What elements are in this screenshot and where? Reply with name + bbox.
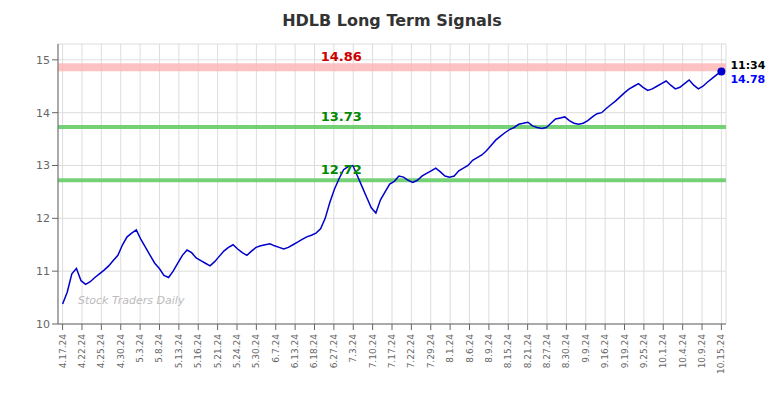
svg-text:4.22.24: 4.22.24 [77,334,87,369]
svg-text:8.6.24: 8.6.24 [465,334,475,363]
svg-text:5.3.24: 5.3.24 [135,334,145,363]
svg-text:8.30.24: 8.30.24 [561,334,571,369]
svg-text:5.30.24: 5.30.24 [251,334,261,369]
svg-text:10.4.24: 10.4.24 [678,334,688,369]
svg-text:5.8.24: 5.8.24 [154,334,164,363]
svg-text:5.24.24: 5.24.24 [232,334,242,369]
svg-text:5.16.24: 5.16.24 [193,334,203,369]
svg-text:14.78: 14.78 [730,73,765,86]
svg-text:8.27.24: 8.27.24 [542,334,552,369]
svg-text:12.72: 12.72 [321,162,362,177]
svg-text:8.15.24: 8.15.24 [503,334,513,369]
svg-text:10.9.24: 10.9.24 [697,334,707,369]
svg-text:13.73: 13.73 [321,109,362,124]
svg-text:15: 15 [36,54,50,67]
svg-text:10.1.24: 10.1.24 [658,334,668,369]
svg-text:6.18.24: 6.18.24 [309,334,319,369]
svg-text:9.16.24: 9.16.24 [600,334,610,369]
svg-text:14.86: 14.86 [321,49,362,64]
svg-text:13: 13 [36,159,50,172]
svg-text:5.13.24: 5.13.24 [174,334,184,369]
html-text:HDLB Long Term Signals: HDLB Long Term Signals [282,11,502,30]
svg-text:8.1.24: 8.1.24 [445,334,455,363]
svg-text:9.9.24: 9.9.24 [581,334,591,363]
svg-text:9.25.24: 9.25.24 [639,334,649,369]
svg-text:12: 12 [36,212,50,225]
svg-text:4.25.24: 4.25.24 [96,334,106,369]
svg-text:9.19.24: 9.19.24 [620,334,630,369]
svg-text:10.15.24: 10.15.24 [716,334,726,374]
html-text:Stock Traders Daily: Stock Traders Daily [78,294,185,308]
svg-text:7.3.24: 7.3.24 [348,334,358,363]
svg-text:11:34: 11:34 [730,59,765,72]
svg-text:4.30.24: 4.30.24 [116,334,126,369]
svg-text:10: 10 [36,318,50,331]
svg-text:7.22.24: 7.22.24 [406,334,416,369]
svg-text:7.10.24: 7.10.24 [368,334,378,369]
svg-text:5.21.24: 5.21.24 [213,334,223,369]
svg-text:7.17.24: 7.17.24 [387,334,397,369]
svg-text:4.17.24: 4.17.24 [58,334,68,369]
svg-text:6.7.24: 6.7.24 [271,334,281,363]
svg-text:8.9.24: 8.9.24 [484,334,494,363]
svg-text:7.29.24: 7.29.24 [426,334,436,369]
svg-text:6.13.24: 6.13.24 [290,334,300,369]
svg-text:11: 11 [36,265,50,278]
svg-text:8.21.24: 8.21.24 [523,334,533,369]
svg-text:14: 14 [36,107,50,120]
svg-text:6.27.24: 6.27.24 [329,334,339,369]
